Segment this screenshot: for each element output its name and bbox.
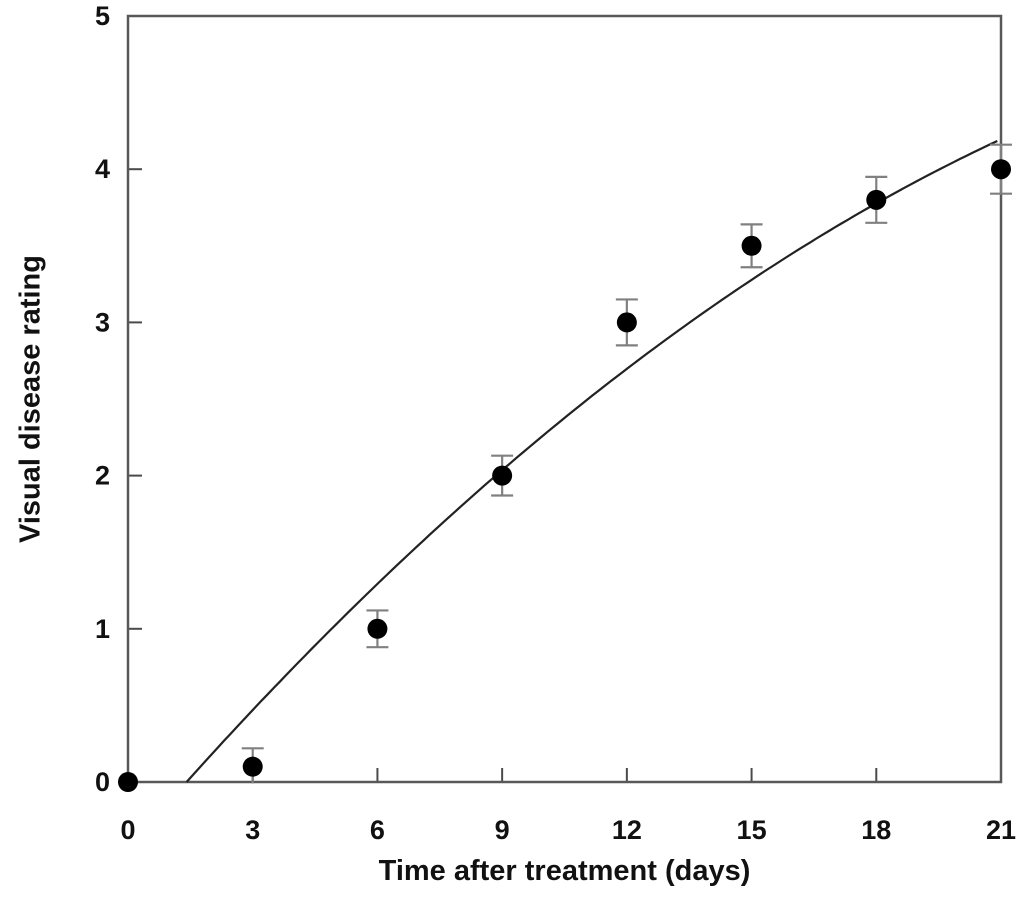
y-tick-label: 2 xyxy=(95,461,110,491)
plot-border xyxy=(126,14,1003,784)
data-point xyxy=(242,756,263,777)
data-point xyxy=(367,618,388,639)
data-point xyxy=(492,465,513,486)
fit-curve-group xyxy=(185,140,998,783)
error-bars xyxy=(241,143,1012,784)
x-axis-title: Time after treatment (days) xyxy=(378,855,751,887)
x-tick-labels: 0 3 6 9 12 15 18 21 xyxy=(120,815,1016,845)
y-tick-labels: 0 1 2 3 4 5 xyxy=(95,1,110,797)
data-point xyxy=(741,235,762,256)
data-points xyxy=(118,159,1011,792)
data-point xyxy=(616,312,637,333)
data-point xyxy=(118,772,138,792)
y-tick-label: 3 xyxy=(95,307,110,337)
y-tick-label: 5 xyxy=(95,1,110,31)
x-tick-label: 15 xyxy=(737,815,767,845)
x-tick-label: 6 xyxy=(370,815,385,845)
x-tick-label: 21 xyxy=(986,815,1016,845)
y-tick-label: 0 xyxy=(95,767,110,797)
x-tick-label: 18 xyxy=(861,815,891,845)
plot-area xyxy=(126,14,1003,784)
fit-curve xyxy=(185,140,998,783)
x-ticks xyxy=(251,768,878,782)
y-ticks xyxy=(128,168,142,630)
x-tick-label: 9 xyxy=(495,815,510,845)
x-tick-label: 12 xyxy=(612,815,642,845)
y-axis-title: Visual disease rating xyxy=(14,255,47,543)
y-tick-label: 1 xyxy=(95,614,110,644)
x-tick-label: 0 xyxy=(120,815,135,845)
data-point xyxy=(866,189,887,210)
data-point xyxy=(991,159,1011,180)
x-tick-label: 3 xyxy=(245,815,260,845)
y-tick-label: 4 xyxy=(95,154,110,184)
